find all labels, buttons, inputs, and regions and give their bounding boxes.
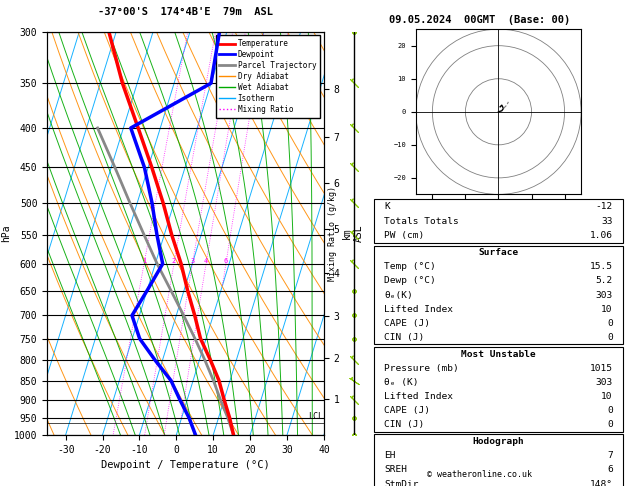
Text: LCL: LCL — [308, 412, 323, 421]
Text: 7: 7 — [607, 451, 613, 460]
Text: 0: 0 — [607, 318, 613, 328]
Text: 33: 33 — [601, 217, 613, 226]
Text: 2: 2 — [172, 258, 176, 264]
Text: 303: 303 — [596, 291, 613, 299]
X-axis label: Dewpoint / Temperature (°C): Dewpoint / Temperature (°C) — [101, 460, 270, 470]
Text: 10: 10 — [601, 305, 613, 313]
Text: -12: -12 — [596, 202, 613, 211]
Text: Most Unstable: Most Unstable — [461, 349, 536, 359]
Text: Lifted Index: Lifted Index — [384, 305, 453, 313]
Legend: Temperature, Dewpoint, Parcel Trajectory, Dry Adiabat, Wet Adiabat, Isotherm, Mi: Temperature, Dewpoint, Parcel Trajectory… — [216, 35, 320, 118]
Text: 148°: 148° — [590, 480, 613, 486]
Text: 6: 6 — [607, 466, 613, 474]
Text: 4: 4 — [204, 258, 208, 264]
Text: 0: 0 — [607, 420, 613, 429]
Text: 303: 303 — [596, 378, 613, 387]
Text: Dewp (°C): Dewp (°C) — [384, 277, 436, 285]
Text: 0: 0 — [607, 332, 613, 342]
Text: CAPE (J): CAPE (J) — [384, 318, 430, 328]
Text: θₑ(K): θₑ(K) — [384, 291, 413, 299]
Text: 15.5: 15.5 — [590, 262, 613, 272]
Text: 3: 3 — [191, 258, 194, 264]
Text: Totals Totals: Totals Totals — [384, 217, 459, 226]
Text: 10: 10 — [601, 392, 613, 401]
Text: PW (cm): PW (cm) — [384, 231, 425, 240]
Text: θₑ (K): θₑ (K) — [384, 378, 419, 387]
Text: 1.06: 1.06 — [590, 231, 613, 240]
Y-axis label: hPa: hPa — [1, 225, 11, 242]
Text: EH: EH — [384, 451, 396, 460]
Text: Temp (°C): Temp (°C) — [384, 262, 436, 272]
Text: CIN (J): CIN (J) — [384, 420, 425, 429]
Text: 09.05.2024  00GMT  (Base: 00): 09.05.2024 00GMT (Base: 00) — [389, 15, 571, 25]
X-axis label: kt: kt — [494, 211, 503, 221]
Text: 5.2: 5.2 — [596, 277, 613, 285]
Text: Surface: Surface — [479, 248, 518, 258]
Text: 0: 0 — [607, 406, 613, 415]
Text: -37°00'S  174°4B'E  79m  ASL: -37°00'S 174°4B'E 79m ASL — [98, 7, 273, 17]
Text: © weatheronline.co.uk: © weatheronline.co.uk — [427, 469, 532, 479]
Text: Mixing Ratio (g/kg): Mixing Ratio (g/kg) — [328, 186, 337, 281]
Text: 1: 1 — [142, 258, 146, 264]
Text: 1015: 1015 — [590, 364, 613, 373]
Text: CAPE (J): CAPE (J) — [384, 406, 430, 415]
Text: StmDir: StmDir — [384, 480, 419, 486]
Text: CIN (J): CIN (J) — [384, 332, 425, 342]
Text: Hodograph: Hodograph — [472, 437, 525, 446]
Text: K: K — [384, 202, 390, 211]
Text: Lifted Index: Lifted Index — [384, 392, 453, 401]
Y-axis label: km
ASL: km ASL — [342, 225, 364, 242]
Text: SREH: SREH — [384, 466, 407, 474]
Text: 6: 6 — [224, 258, 228, 264]
Text: Pressure (mb): Pressure (mb) — [384, 364, 459, 373]
